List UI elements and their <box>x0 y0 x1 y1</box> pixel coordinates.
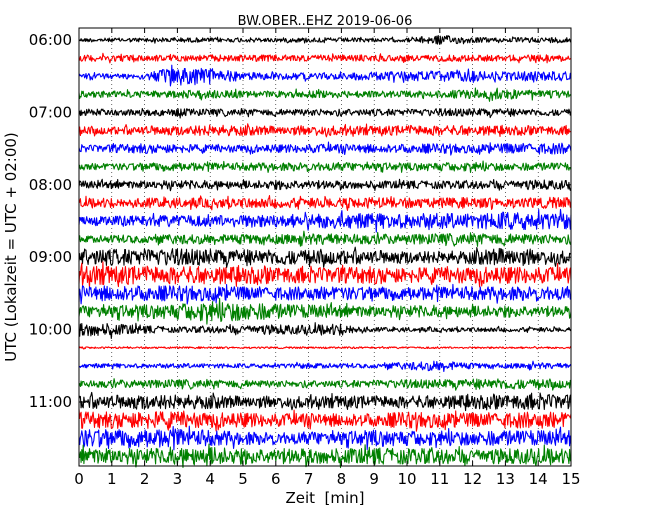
y-axis: 06:00 07:00 08:00 09:00 10:00 11:00 <box>29 31 571 411</box>
seismic-trace <box>78 409 572 432</box>
seismic-trace <box>78 322 572 340</box>
seismic-trace <box>78 345 572 350</box>
seismic-trace <box>78 208 572 233</box>
x-tick-label: 2 <box>140 470 150 488</box>
seismic-trace <box>78 425 572 451</box>
seismic-trace <box>78 443 572 469</box>
seismic-trace <box>78 107 572 119</box>
y-tick-label: 09:00 <box>29 248 72 266</box>
seismic-trace <box>78 52 572 64</box>
seismic-trace <box>78 283 572 305</box>
y-tick-label: 08:00 <box>29 176 72 194</box>
y-tick-label: 07:00 <box>29 103 72 121</box>
seismic-trace <box>78 246 572 269</box>
seismic-trace <box>78 261 572 288</box>
x-tick-label: 1 <box>107 470 117 488</box>
x-tick-label: 15 <box>561 470 580 488</box>
seismic-trace <box>78 378 572 391</box>
seismic-trace <box>78 230 572 247</box>
trace-group <box>78 34 572 469</box>
x-tick-label: 3 <box>173 470 183 488</box>
plot-frame <box>78 27 572 467</box>
seismic-trace <box>78 160 572 173</box>
x-tick-label: 12 <box>463 470 482 488</box>
x-tick-label: 4 <box>205 470 215 488</box>
x-tick-label: 9 <box>369 470 379 488</box>
x-tick-label: 5 <box>238 470 248 488</box>
seismic-trace <box>78 141 572 156</box>
y-axis-label: UTC (Lokalzeit = UTC + 02:00) <box>2 132 20 362</box>
x-tick-label: 14 <box>529 470 548 488</box>
seismic-trace <box>78 194 572 211</box>
seismic-trace <box>78 360 572 373</box>
seismic-trace <box>78 297 572 325</box>
y-tick-label: 06:00 <box>29 31 72 49</box>
chart-title: BW.OBER..EHZ 2019-06-06 <box>238 14 413 29</box>
seismic-trace <box>78 34 571 45</box>
seismic-trace <box>78 64 572 87</box>
x-tick-label: 13 <box>496 470 515 488</box>
x-axis: 0 1 2 3 4 5 6 7 8 9 10 11 12 13 14 15 <box>74 28 581 488</box>
x-tick-label: 7 <box>304 470 314 488</box>
seismic-trace <box>78 87 572 102</box>
x-tick-label: 6 <box>271 470 281 488</box>
seismic-trace <box>78 178 572 192</box>
x-tick-label: 8 <box>337 470 347 488</box>
y-tick-label: 10:00 <box>29 321 72 339</box>
y-tick-label: 11:00 <box>29 393 72 411</box>
x-tick-label: 10 <box>397 470 416 488</box>
x-tick-label: 11 <box>430 470 449 488</box>
x-axis-label: Zeit [min] <box>285 489 364 507</box>
seismic-trace <box>78 123 572 138</box>
seismic-trace <box>78 391 572 412</box>
x-tick-label: 0 <box>74 470 84 488</box>
